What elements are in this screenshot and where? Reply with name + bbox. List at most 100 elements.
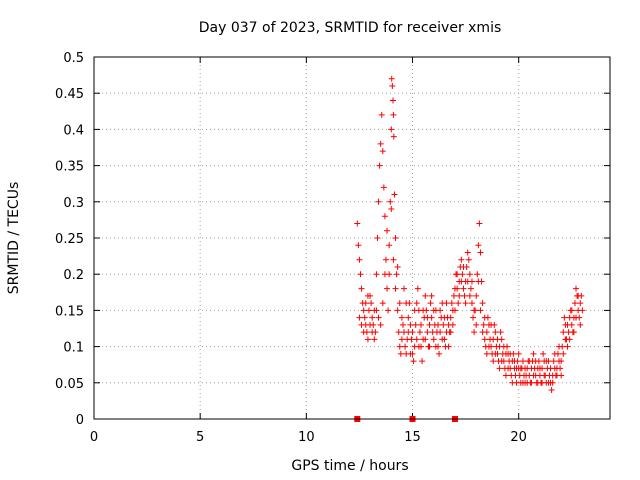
data-point <box>390 111 397 118</box>
y-tick-label: 0.5 <box>63 51 84 66</box>
data-point <box>430 336 437 343</box>
data-point <box>449 321 456 328</box>
data-point <box>464 249 471 256</box>
data-point <box>480 321 487 328</box>
data-point <box>465 256 472 263</box>
data-point <box>492 329 499 336</box>
data-point <box>475 242 482 249</box>
data-point <box>502 372 509 379</box>
data-point <box>440 321 447 328</box>
data-point <box>500 343 507 350</box>
data-point <box>375 198 382 205</box>
y-tick-label: 0.35 <box>55 160 84 175</box>
x-tick-label: 10 <box>298 430 315 445</box>
data-point <box>526 358 533 365</box>
data-point <box>473 321 480 328</box>
data-point <box>481 336 488 343</box>
data-point <box>395 329 402 336</box>
data-point <box>498 358 505 365</box>
data-point <box>558 358 565 365</box>
data-point <box>505 365 512 372</box>
data-point <box>475 278 482 285</box>
data-point <box>418 321 425 328</box>
plot-frame <box>93 56 611 420</box>
data-point <box>396 343 403 350</box>
data-point <box>358 285 365 292</box>
data-point <box>396 300 403 307</box>
chart-title: Day 037 of 2023, SRMTID for receiver xmi… <box>199 20 502 36</box>
data-point <box>426 343 433 350</box>
data-point <box>430 307 437 314</box>
data-point <box>412 321 419 328</box>
axis-ticks: 0 0.05 0.1 0.15 0.2 0.25 0.3 0.35 0.4 0.45 0.5 0 5 10… <box>55 51 610 445</box>
data-point <box>367 321 374 328</box>
data-point <box>386 242 393 249</box>
data-point <box>407 321 414 328</box>
data-point <box>381 213 388 220</box>
data-point <box>557 365 564 372</box>
data-point <box>371 336 378 343</box>
data-point <box>357 271 364 278</box>
data-point <box>471 329 478 336</box>
data-point <box>394 307 401 314</box>
data-point <box>356 256 363 263</box>
data-point <box>577 300 584 307</box>
data-point <box>532 358 539 365</box>
data-point <box>461 292 468 299</box>
y-tick-label: 0 <box>76 413 84 428</box>
data-point <box>490 358 497 365</box>
y-tick-label: 0.45 <box>55 87 84 102</box>
data-point <box>460 263 467 270</box>
data-point <box>579 307 586 314</box>
data-point <box>441 314 448 321</box>
data-point <box>424 314 431 321</box>
data-point <box>392 285 399 292</box>
x-tick-label: 0 <box>90 430 98 445</box>
data-point <box>388 206 395 213</box>
y-tick-label: 0.25 <box>55 232 84 247</box>
data-point <box>530 372 537 379</box>
data-point <box>411 307 418 314</box>
data-point <box>547 365 554 372</box>
data-point <box>460 285 467 292</box>
y-tick-label: 0.2 <box>63 268 84 283</box>
data-point <box>377 140 384 147</box>
data-point <box>426 321 433 328</box>
data-point <box>558 372 565 379</box>
data-point <box>364 336 371 343</box>
y-axis-label: SRMTID / TECUs <box>6 182 22 295</box>
data-point <box>507 350 514 357</box>
data-point <box>392 235 399 241</box>
data-point <box>570 329 577 336</box>
data-point <box>384 227 391 234</box>
data-point <box>519 358 526 365</box>
data-point <box>390 256 397 263</box>
data-point <box>368 300 375 307</box>
data-point <box>560 329 567 336</box>
data-point <box>539 379 546 386</box>
x-tick-label: 20 <box>510 430 527 445</box>
data-point <box>413 336 420 343</box>
data-point <box>422 292 429 299</box>
data-point <box>479 329 486 336</box>
data-point <box>568 307 575 314</box>
data-point <box>577 321 584 328</box>
data-point <box>409 329 416 336</box>
data-point <box>377 321 384 328</box>
data-point <box>477 307 484 314</box>
data-points <box>354 75 586 394</box>
data-point <box>427 300 434 307</box>
data-point <box>477 249 484 256</box>
data-point <box>437 329 444 336</box>
data-point <box>360 329 367 336</box>
data-point <box>420 307 427 314</box>
data-point <box>540 350 547 357</box>
data-point <box>410 358 417 365</box>
data-point <box>541 372 548 379</box>
data-point <box>381 271 388 278</box>
data-point <box>424 329 431 336</box>
data-point <box>432 343 439 350</box>
data-point <box>462 300 469 307</box>
data-point <box>443 300 450 307</box>
